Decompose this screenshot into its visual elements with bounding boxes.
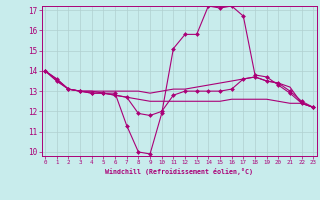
X-axis label: Windchill (Refroidissement éolien,°C): Windchill (Refroidissement éolien,°C) [105,168,253,175]
